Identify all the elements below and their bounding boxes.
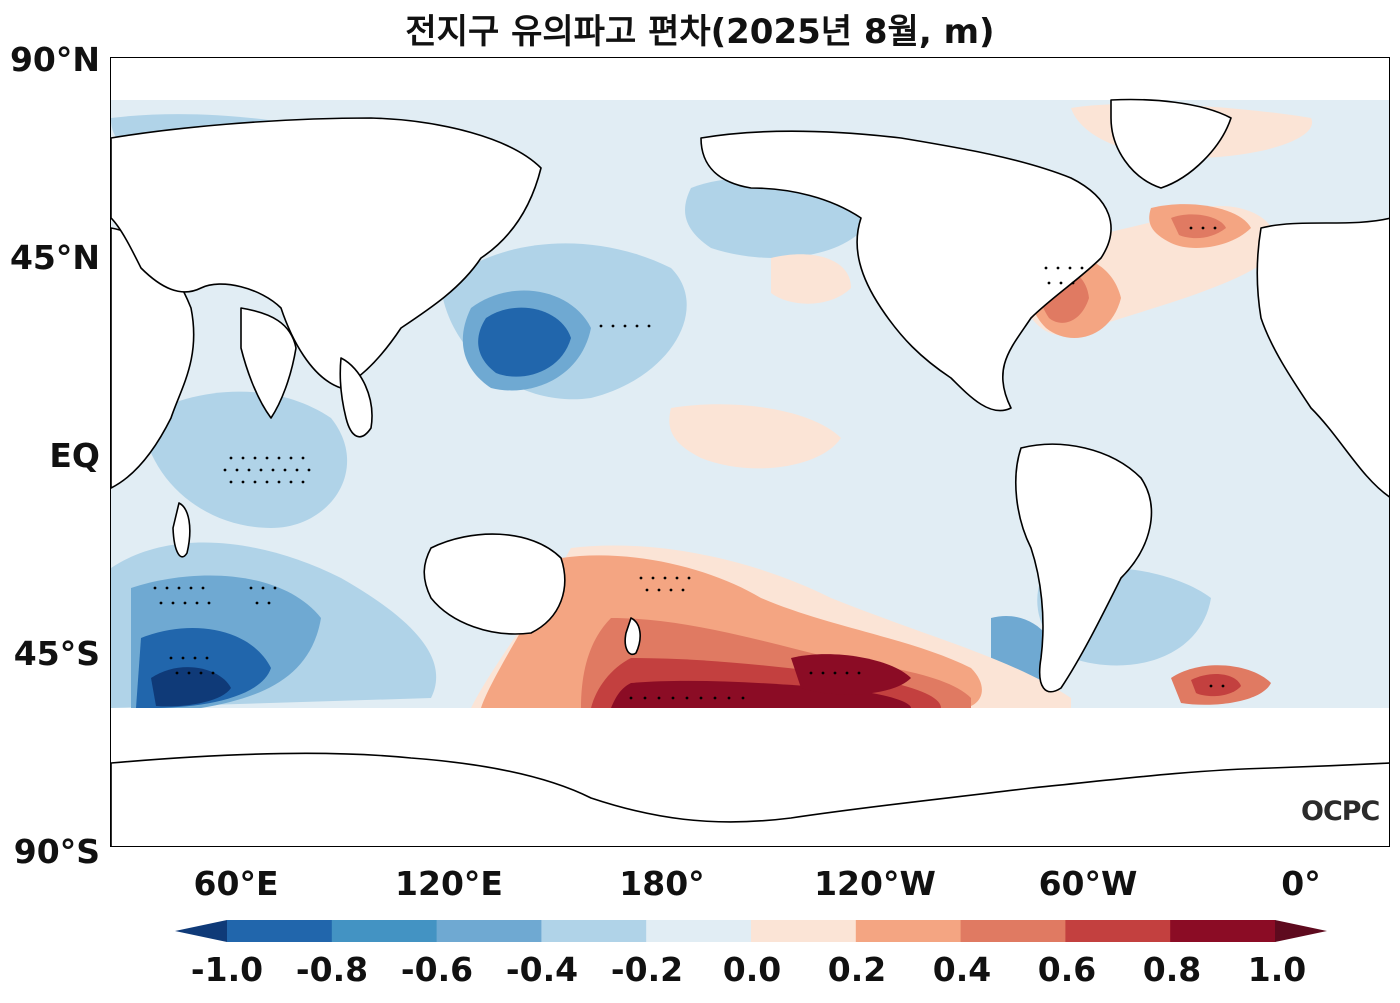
colorbar-tick-0.0: 0.0 (722, 950, 782, 989)
colorbar-tick-0.4: 0.4 (932, 950, 992, 989)
colorbar-tick-0.8: 0.8 (1142, 950, 1202, 989)
colorbar-tick-m1.0: -1.0 (190, 950, 264, 989)
colorbar-bin (855, 920, 962, 942)
map-title: 전지구 유의파고 편차(2025년 8월, m) (405, 12, 995, 52)
lon-tick-60e: 60°E (193, 864, 279, 903)
colorbar-bin (227, 920, 333, 942)
colorbar-bin (331, 920, 438, 942)
lat-tick-45n: 45°N (9, 238, 100, 277)
lat-tick-eq: EQ (49, 436, 100, 475)
colorbar-tick-m0.8: -0.8 (295, 950, 369, 989)
colorbar-bin (646, 920, 752, 942)
colorbar-bin (541, 920, 647, 942)
colorbar-tick-m0.4: -0.4 (505, 950, 579, 989)
colorbar-extend-low (175, 920, 227, 942)
colorbar-tick-1.0: 1.0 (1247, 950, 1307, 989)
colorbar-bin (751, 920, 857, 942)
colorbar-tick-m0.6: -0.6 (400, 950, 474, 989)
colorbar (175, 920, 1327, 942)
colorbar-tick-0.2: 0.2 (827, 950, 887, 989)
wave-height-anomaly-map (111, 58, 1389, 846)
lat-tick-90n: 90°N (9, 40, 100, 79)
colorbar-bin (1065, 920, 1171, 942)
colorbar-bin (1170, 920, 1276, 942)
colorbar-tick-0.6: 0.6 (1037, 950, 1097, 989)
lat-tick-90s: 90°S (13, 832, 100, 871)
map-panel: OCPC (110, 57, 1390, 847)
colorbar-bin (436, 920, 542, 942)
lat-tick-45s: 45°S (13, 634, 100, 673)
colorbar-bin (960, 920, 1066, 942)
colorbar-tick-m0.2: -0.2 (610, 950, 684, 989)
colorbar-extend-high (1275, 920, 1327, 942)
lon-tick-180: 180° (619, 864, 705, 903)
lon-tick-0: 0° (1281, 864, 1321, 903)
ocpc-logo: OCPC (1301, 796, 1380, 827)
lon-tick-120w: 120°W (814, 864, 936, 903)
lon-tick-60w: 60°W (1038, 864, 1138, 903)
lon-tick-120e: 120°E (395, 864, 503, 903)
